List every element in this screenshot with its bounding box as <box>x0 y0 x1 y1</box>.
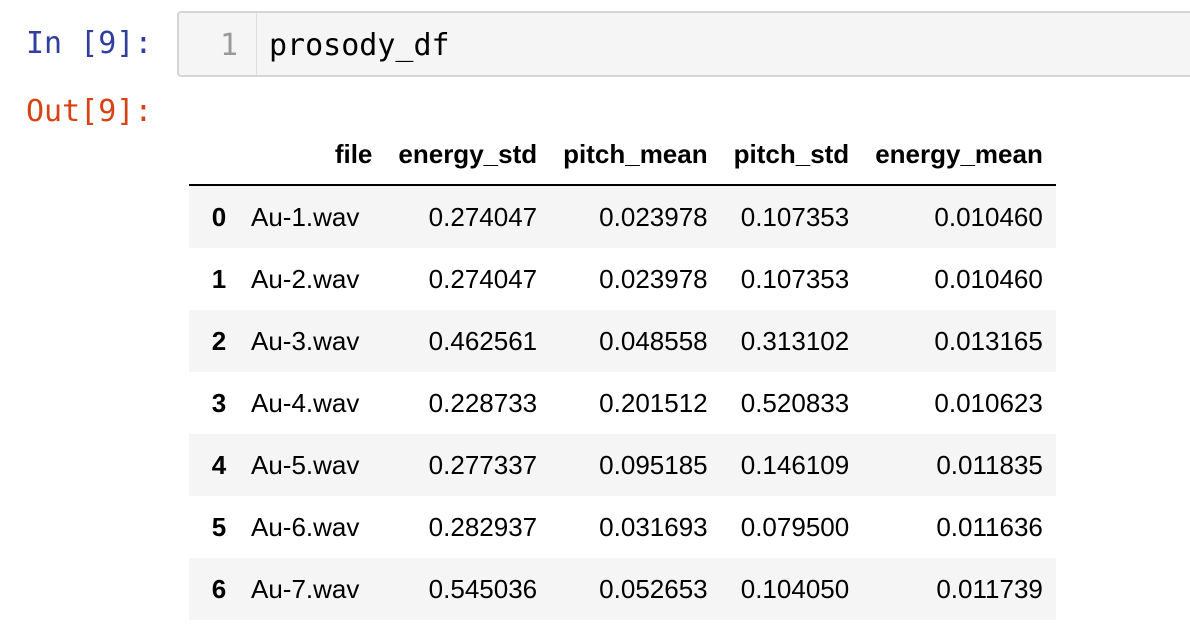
table-row: 4 Au-5.wav 0.277337 0.095185 0.146109 0.… <box>189 434 1056 496</box>
table-row: 6 Au-7.wav 0.545036 0.052653 0.104050 0.… <box>189 558 1056 620</box>
dataframe-table: file energy_std pitch_mean pitch_std ene… <box>189 124 1056 620</box>
row-index: 1 <box>211 263 227 294</box>
row-index: 6 <box>211 573 227 604</box>
cell-file: Au-4.wav <box>251 387 360 418</box>
output-area: file energy_std pitch_mean pitch_std ene… <box>189 124 1056 620</box>
row-index: 4 <box>211 449 227 480</box>
cell-energy-mean: 0.010460 <box>934 263 1043 294</box>
cell-pitch-std: 0.146109 <box>740 449 850 480</box>
table-row: 0 Au-1.wav 0.274047 0.023978 0.107353 0.… <box>189 185 1056 248</box>
column-header-file: file <box>245 124 386 186</box>
cell-energy-mean: 0.010460 <box>934 201 1043 232</box>
cell-energy-mean: 0.011835 <box>936 449 1043 480</box>
cell-energy-std: 0.274047 <box>428 201 538 232</box>
cell-pitch-std: 0.313102 <box>740 325 850 356</box>
cell-pitch-std: 0.520833 <box>740 387 850 418</box>
cell-file: Au-2.wav <box>251 263 360 294</box>
input-prompt: In [9]: <box>26 26 153 61</box>
cell-file: Au-7.wav <box>251 573 360 604</box>
code-text[interactable]: prosody_df <box>269 28 450 63</box>
column-header-energy-mean: energy_mean <box>862 124 1056 186</box>
cell-energy-std: 0.462561 <box>428 325 538 356</box>
cell-pitch-mean: 0.201512 <box>599 387 708 418</box>
cell-pitch-mean: 0.023978 <box>599 201 708 232</box>
column-header-pitch-mean: pitch_mean <box>550 124 721 186</box>
cell-pitch-std: 0.079500 <box>740 511 850 542</box>
row-index: 2 <box>211 325 227 356</box>
column-header-energy-std: energy_std <box>385 124 551 186</box>
index-header <box>189 124 245 186</box>
cell-energy-std: 0.277337 <box>428 449 538 480</box>
cell-file: Au-6.wav <box>251 511 360 542</box>
cell-energy-std: 0.545036 <box>428 573 538 604</box>
row-index: 0 <box>211 201 227 232</box>
line-number: 1 <box>219 28 238 63</box>
cell-pitch-std: 0.107353 <box>740 263 850 294</box>
table-row: 3 Au-4.wav 0.228733 0.201512 0.520833 0.… <box>189 372 1056 434</box>
code-cell-editor[interactable]: 1 prosody_df <box>177 11 1190 77</box>
cell-pitch-mean: 0.031693 <box>599 511 708 542</box>
output-prompt: Out[9]: <box>26 94 153 129</box>
cell-pitch-std: 0.107353 <box>740 201 850 232</box>
cell-energy-std: 0.282937 <box>428 511 538 542</box>
table-row: 2 Au-3.wav 0.462561 0.048558 0.313102 0.… <box>189 310 1056 372</box>
table-row: 1 Au-2.wav 0.274047 0.023978 0.107353 0.… <box>189 248 1056 310</box>
cell-pitch-mean: 0.048558 <box>599 325 708 356</box>
column-header-pitch-std: pitch_std <box>720 124 863 186</box>
cell-pitch-mean: 0.095185 <box>599 449 708 480</box>
cell-energy-mean: 0.010623 <box>934 387 1043 418</box>
table-row: 5 Au-6.wav 0.282937 0.031693 0.079500 0.… <box>189 496 1056 558</box>
header-row: file energy_std pitch_mean pitch_std ene… <box>189 124 1056 186</box>
cell-energy-mean: 0.011636 <box>936 511 1043 542</box>
cell-pitch-std: 0.104050 <box>740 573 850 604</box>
cell-energy-std: 0.228733 <box>428 387 538 418</box>
cell-pitch-mean: 0.052653 <box>599 573 708 604</box>
cell-file: Au-1.wav <box>251 201 360 232</box>
cell-file: Au-3.wav <box>251 325 360 356</box>
row-index: 3 <box>211 387 227 418</box>
cell-file: Au-5.wav <box>251 449 360 480</box>
cell-energy-mean: 0.011739 <box>936 573 1043 604</box>
cell-pitch-mean: 0.023978 <box>599 263 708 294</box>
cell-energy-mean: 0.013165 <box>934 325 1043 356</box>
line-number-gutter: 1 <box>179 13 257 75</box>
row-index: 5 <box>211 511 227 542</box>
cell-energy-std: 0.274047 <box>428 263 538 294</box>
